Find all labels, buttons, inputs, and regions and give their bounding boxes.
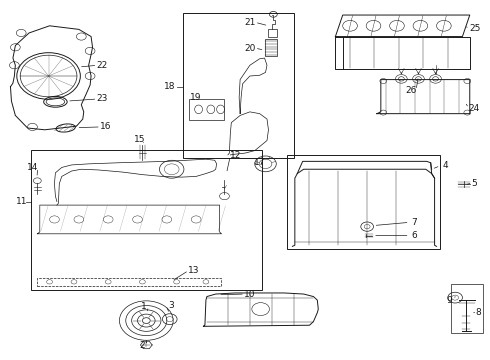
Text: 4: 4	[442, 161, 448, 170]
Text: 15: 15	[134, 135, 146, 144]
Bar	[269, 30, 277, 37]
Text: 5: 5	[472, 179, 478, 188]
Text: 9: 9	[446, 296, 452, 305]
Text: 26: 26	[405, 86, 417, 95]
Text: 23: 23	[97, 94, 108, 103]
Bar	[287, 155, 441, 249]
Bar	[183, 13, 294, 158]
Text: 6: 6	[412, 231, 417, 240]
Bar	[451, 284, 484, 333]
Bar	[37, 278, 220, 286]
Text: 14: 14	[27, 163, 39, 172]
Text: 1: 1	[141, 302, 147, 311]
Text: 20: 20	[244, 44, 256, 53]
Text: 7: 7	[412, 218, 417, 227]
Text: 16: 16	[100, 122, 112, 131]
Bar	[189, 99, 224, 120]
Text: 25: 25	[469, 24, 480, 33]
Text: 13: 13	[188, 266, 199, 275]
Text: 12: 12	[229, 151, 241, 160]
Text: 22: 22	[97, 61, 108, 70]
Text: 11: 11	[16, 197, 27, 206]
Text: 19: 19	[190, 93, 201, 102]
Text: 21: 21	[244, 18, 256, 27]
Bar	[265, 39, 277, 56]
Text: 18: 18	[164, 82, 175, 91]
Text: 17: 17	[254, 158, 266, 167]
Bar	[31, 150, 262, 291]
Text: 24: 24	[468, 104, 479, 113]
Text: 8: 8	[476, 308, 482, 317]
Text: 3: 3	[168, 301, 173, 310]
Text: 10: 10	[244, 289, 256, 298]
Text: 2: 2	[140, 341, 145, 350]
